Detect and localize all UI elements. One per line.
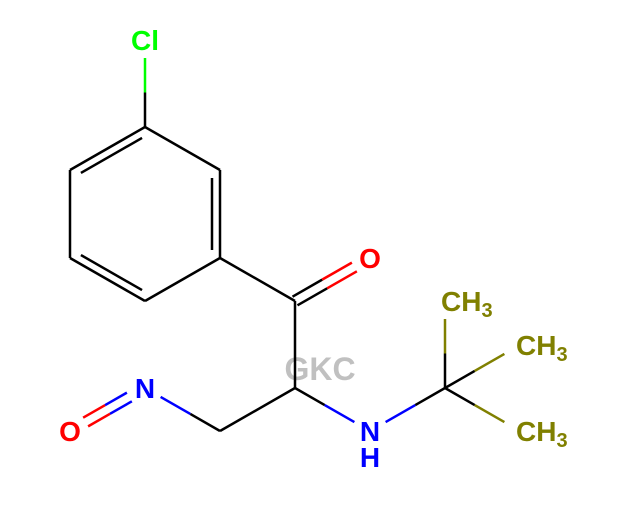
- bond: [220, 258, 295, 301]
- bond: [70, 255, 145, 301]
- chemical-structure-diagram: GKC ClONONCH3CH3CH3H: [0, 0, 640, 526]
- atom-label-o: O: [59, 416, 81, 447]
- bond: [295, 388, 354, 422]
- bond: [83, 393, 132, 427]
- atom-label-ch: CH3: [516, 416, 568, 452]
- bond: [161, 397, 220, 431]
- atom-label-cl: Cl: [131, 25, 159, 56]
- atom-label-o: O: [359, 243, 381, 274]
- bond: [445, 388, 504, 422]
- bond: [220, 388, 295, 431]
- bond: [145, 258, 220, 301]
- atom-label-ch: CH3: [441, 286, 493, 322]
- bond: [70, 127, 145, 173]
- atom-label-n: N: [135, 373, 155, 404]
- bond: [212, 170, 220, 258]
- atom-label-h: H: [360, 442, 380, 473]
- bond: [145, 127, 220, 170]
- bond: [386, 388, 445, 422]
- atom-label-ch: CH3: [516, 330, 568, 366]
- bond: [293, 263, 357, 306]
- bond: [445, 354, 504, 388]
- atoms-layer: ClONONCH3CH3CH3H: [59, 25, 567, 473]
